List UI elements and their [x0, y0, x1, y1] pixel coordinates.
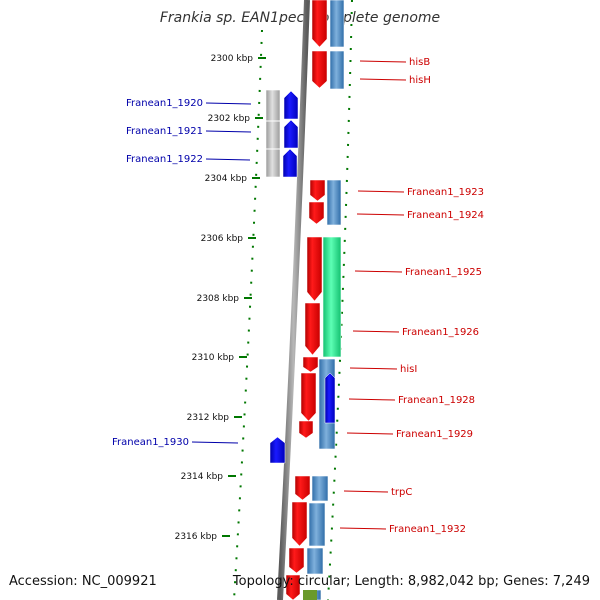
ruler-tick-label: 2302 kbp [208, 114, 251, 124]
cds-block [308, 502, 326, 547]
leader-line [349, 367, 398, 370]
reverse-gene-arrow[interactable] [269, 436, 286, 464]
feature-block [303, 590, 317, 600]
forward-gene-arrow[interactable] [308, 201, 325, 225]
forward-gene-arrow[interactable] [302, 356, 319, 373]
leader-line [346, 432, 394, 435]
reverse-gene-arrow[interactable] [282, 148, 298, 178]
leader-line [356, 213, 405, 216]
ruler-tick-label: 2308 kbp [197, 294, 240, 304]
forward-gene-arrow[interactable] [288, 547, 305, 574]
cds-block [329, 0, 345, 48]
leader-line [352, 330, 400, 333]
gene-label[interactable]: Franean1_1932 [389, 524, 466, 535]
reverse-gene-arrow[interactable] [283, 90, 299, 120]
gene-label[interactable]: hisH [409, 75, 431, 86]
leader-line [205, 130, 252, 133]
ruler-tick-label: 2306 kbp [201, 234, 244, 244]
gene-label[interactable]: Franean1_1921 [126, 126, 203, 137]
leader-line [205, 158, 251, 161]
gene-label[interactable]: Franean1_1930 [112, 437, 189, 448]
leader-line [357, 190, 405, 193]
leader-line [191, 441, 239, 444]
forward-gene-arrow[interactable] [306, 236, 323, 302]
leader-line [343, 490, 389, 493]
ruler-ring-outer [327, 0, 353, 600]
leader-line [339, 527, 387, 530]
leader-line [359, 60, 407, 63]
leader-line [354, 270, 403, 273]
forward-gene-arrow[interactable] [304, 302, 321, 356]
reverse-gene-arrow[interactable] [324, 372, 336, 424]
cds-block [306, 547, 324, 575]
ruler-tick-label: 2304 kbp [205, 174, 248, 184]
genome-title: Frankia sp. EAN1pec, complete genome [159, 10, 441, 26]
leader-line [359, 78, 407, 81]
gene-label[interactable]: trpC [391, 487, 412, 498]
forward-gene-arrow[interactable] [291, 501, 308, 547]
genome-summary-text: Topology: circular; Length: 8,982,042 bp… [232, 574, 590, 589]
reverse-gene-arrow[interactable] [283, 119, 299, 149]
forward-gene-arrow[interactable] [309, 179, 326, 202]
cds-block [265, 89, 281, 178]
leader-line [205, 102, 252, 105]
accession-text: Accession: NC_009921 [9, 574, 157, 589]
forward-gene-arrow[interactable] [311, 0, 328, 48]
gene-label[interactable]: Franean1_1923 [407, 187, 484, 198]
ruler-tick-label: 2310 kbp [192, 353, 235, 363]
gene-label[interactable]: hisI [400, 364, 417, 375]
ruler-tick-label: 2316 kbp [175, 532, 218, 542]
gene-label[interactable]: Franean1_1920 [126, 98, 203, 109]
forward-gene-arrow[interactable] [300, 372, 317, 422]
forward-gene-arrow[interactable] [298, 420, 314, 439]
forward-gene-arrow[interactable] [285, 574, 301, 600]
forward-gene-arrow[interactable] [294, 475, 311, 501]
ruler-ring-inner [233, 29, 263, 600]
ruler-tick-label: 2314 kbp [181, 472, 224, 482]
cds-block [322, 236, 342, 358]
cds-block [329, 50, 345, 90]
genome-backbone [277, 0, 310, 600]
forward-gene-arrow[interactable] [311, 50, 328, 89]
cds-block [311, 475, 329, 502]
cds-block [326, 179, 342, 226]
ruler-tick-label: 2312 kbp [187, 413, 230, 423]
gene-label[interactable]: hisB [409, 57, 430, 68]
ruler-tick-label: 2300 kbp [211, 54, 254, 64]
gene-label[interactable]: Franean1_1926 [402, 327, 479, 338]
gene-label[interactable]: Franean1_1924 [407, 210, 484, 221]
gene-label[interactable]: Franean1_1929 [396, 429, 473, 440]
gene-label[interactable]: Franean1_1922 [126, 154, 203, 165]
gene-label[interactable]: Franean1_1928 [398, 395, 475, 406]
leader-line [348, 398, 396, 401]
gene-label[interactable]: Franean1_1925 [405, 267, 482, 278]
